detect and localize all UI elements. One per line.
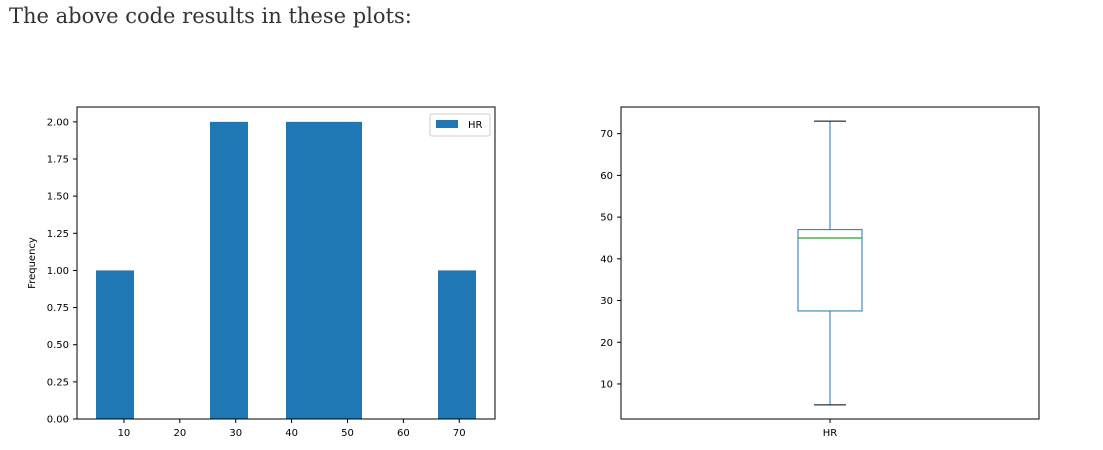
x-tick-label: 30	[229, 428, 242, 439]
histogram-legend: HR	[429, 113, 491, 137]
y-tick-label: 0.00	[47, 415, 69, 426]
histogram-frame	[76, 106, 496, 420]
histogram-bars	[96, 121, 476, 419]
boxplot-elements	[797, 120, 863, 406]
x-tick-label: 50	[341, 428, 354, 439]
x-tick-label: 20	[173, 428, 186, 439]
y-tick-label: 60	[600, 171, 613, 182]
x-tick-label: 60	[397, 428, 410, 439]
boxplot-y-ticks: 10 20 30 40 50 60 70	[600, 129, 621, 390]
x-tick-label: 40	[285, 428, 298, 439]
y-tick-label: 50	[600, 213, 613, 224]
y-tick-label: 2.00	[47, 117, 69, 128]
x-tick-label: 70	[453, 428, 466, 439]
histogram-bar-6	[324, 121, 362, 419]
y-tick-label: 0.50	[47, 340, 69, 351]
y-tick-label: 10	[600, 379, 613, 390]
legend-label: HR	[468, 120, 483, 131]
y-tick-label: 70	[600, 129, 613, 140]
histogram-bar-3	[210, 121, 248, 419]
y-tick-label: 1.00	[47, 266, 69, 277]
legend-swatch	[436, 120, 458, 128]
y-tick-label: 0.75	[47, 303, 69, 314]
y-tick-label: 20	[600, 338, 613, 349]
y-tick-label: 1.75	[47, 155, 69, 166]
x-category-label: HR	[823, 428, 838, 439]
histogram-y-ticks: 0.00 0.25 0.50 0.75 1.00 1.25 1.50 1.75 2.00	[47, 117, 77, 426]
y-tick-label: 40	[600, 254, 613, 265]
legend-box	[429, 113, 491, 137]
boxplot-chart: 10 20 30 40 50 60 70 HR	[600, 106, 1040, 439]
histogram-x-ticks: 10 20 30 40 50 60 70	[118, 419, 466, 439]
histogram-y-axis-label: Frequency	[27, 237, 38, 289]
histogram-chart: 10 20 30 40 50 60 70 0.00 0.25 0.50 0.75 1.00 1.25 1…	[27, 106, 496, 439]
histogram-bar-0	[96, 270, 134, 419]
y-tick-label: 1.50	[47, 192, 69, 203]
page-heading: The above code results in these plots:	[9, 4, 412, 28]
y-tick-label: 30	[600, 296, 613, 307]
y-tick-label: 0.25	[47, 377, 69, 388]
histogram-bar-5	[286, 121, 324, 419]
y-tick-label: 1.25	[47, 229, 69, 240]
x-tick-label: 10	[118, 428, 131, 439]
iqr-box	[797, 229, 863, 312]
boxplot-x-ticks: HR	[823, 419, 838, 439]
histogram-bar-9	[438, 270, 476, 419]
